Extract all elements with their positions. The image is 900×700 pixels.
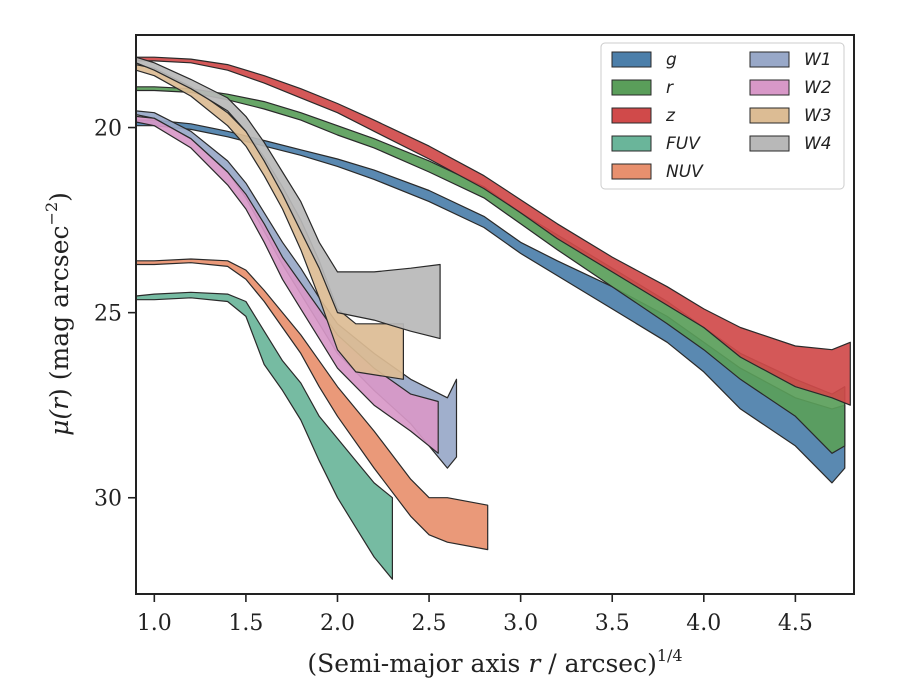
y-axis-label: μ(r) (mag arcsec−2) xyxy=(42,192,74,436)
legend-swatch-w4 xyxy=(749,135,790,152)
x-axis-ticks: 1.0 1.5 2.0 2.5 3.0 3.5 4.0 4.5 xyxy=(137,594,813,636)
x-axis-label: (Semi-major axis r / arcsec)1/4 xyxy=(307,646,682,678)
legend-swatch-w2 xyxy=(749,79,790,96)
x-tick-label: 2.5 xyxy=(412,611,447,636)
legend-label-w1: W1 xyxy=(804,50,832,70)
band-g xyxy=(135,119,846,484)
plot-frame xyxy=(135,34,855,595)
band-w4 xyxy=(135,56,441,340)
legend-label-z: z xyxy=(665,106,676,126)
y-tick-label: 30 xyxy=(94,487,122,512)
band-nuv xyxy=(135,258,489,551)
legend-swatch-z xyxy=(611,107,652,124)
band-fuv xyxy=(135,291,393,580)
legend-label-fuv: FUV xyxy=(666,134,701,154)
y-tick-label: 20 xyxy=(94,117,122,142)
legend-items: grz FUV NUV W1 W2 W3 W4 xyxy=(611,50,832,182)
x-tick-label: 1.5 xyxy=(228,611,263,636)
legend-swatch-g xyxy=(611,51,652,68)
band-z xyxy=(135,56,851,406)
legend-label-r: r xyxy=(666,78,674,98)
legend-label-w4: W4 xyxy=(804,134,832,154)
legend-swatch-fuv xyxy=(611,135,652,152)
profile-bands xyxy=(135,56,851,580)
legend-swatch-w1 xyxy=(749,51,790,68)
legend-label-g: g xyxy=(666,50,677,70)
x-tick-label: 1.0 xyxy=(137,611,172,636)
x-tick-label: 3.5 xyxy=(595,611,630,636)
x-tick-label: 2.0 xyxy=(320,611,355,636)
legend-swatch-r xyxy=(611,79,652,96)
x-tick-label: 3.0 xyxy=(503,611,538,636)
legend-swatch-nuv xyxy=(611,163,652,180)
x-tick-label: 4.0 xyxy=(686,611,721,636)
legend-label-w2: W2 xyxy=(804,78,832,98)
legend: grz FUV NUV W1 W2 W3 W4 xyxy=(600,42,845,190)
legend-label-w3: W3 xyxy=(804,106,832,126)
band-r xyxy=(135,86,846,454)
x-tick-label: 4.5 xyxy=(778,611,813,636)
y-axis-ticks: 20 25 30 xyxy=(94,117,136,512)
legend-label-nuv: NUV xyxy=(666,162,704,182)
y-tick-label: 25 xyxy=(94,302,122,327)
legend-swatch-w3 xyxy=(749,107,790,124)
